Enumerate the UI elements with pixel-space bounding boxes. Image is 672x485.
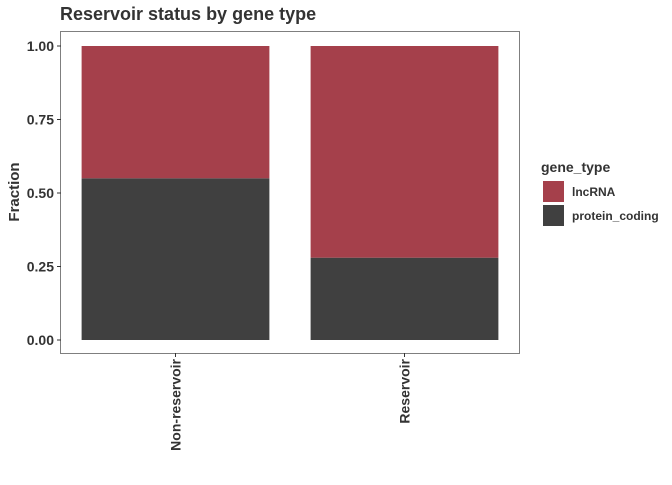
bar-lncrna-reservoir (310, 46, 499, 258)
bars (81, 46, 499, 340)
bar-lncrna-non-reservoir (81, 46, 270, 179)
legend-key-lncrna (543, 181, 564, 202)
chart-title: Reservoir status by gene type (60, 4, 316, 24)
legend-label: protein_coding (572, 209, 659, 223)
y-tick-label: 0.00 (27, 332, 54, 348)
y-axis: 0.00 0.25 0.50 0.75 1.00 (27, 38, 61, 348)
y-tick-label: 0.50 (27, 185, 54, 201)
legend-label: lncRNA (572, 185, 616, 199)
x-tick-label: Reservoir (397, 358, 413, 423)
x-tick-label: Non-reservoir (168, 358, 184, 450)
y-tick-label: 0.25 (27, 259, 54, 275)
x-axis: Non-reservoir Reservoir (168, 353, 413, 451)
y-axis-title: Fraction (6, 162, 23, 221)
y-tick-label: 1.00 (27, 38, 54, 54)
bar-protein-coding-non-reservoir (81, 178, 270, 340)
legend: gene_type lncRNA protein_coding (541, 159, 659, 226)
legend-key-protein-coding (543, 205, 564, 226)
bar-protein-coding-reservoir (310, 257, 499, 340)
legend-title: gene_type (541, 159, 610, 175)
y-tick-label: 0.75 (27, 112, 54, 128)
